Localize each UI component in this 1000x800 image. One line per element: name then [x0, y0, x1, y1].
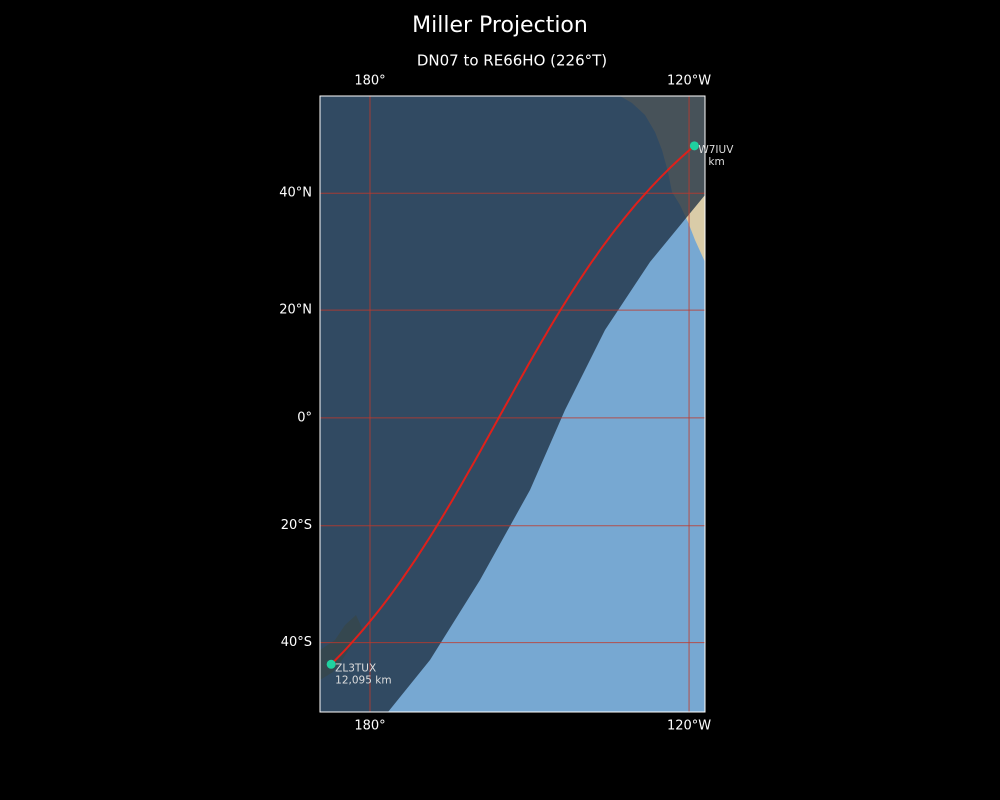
great-circle-path — [330, 145, 696, 666]
station-sublabel: km — [708, 156, 724, 168]
lat-tick-label: 20°S — [281, 518, 312, 533]
lat-tick-label: 0° — [297, 410, 312, 425]
station-sublabel: 12,095 km — [335, 674, 391, 686]
map-frame — [319, 95, 706, 713]
lon-tick-label: 180° — [354, 74, 385, 89]
lat-tick-label: 40°N — [279, 186, 312, 201]
station-marker — [689, 141, 699, 151]
lat-tick-label: 40°S — [281, 635, 312, 650]
station-label: ZL3TUX — [335, 662, 376, 674]
lon-tick-label: 180° — [354, 718, 385, 733]
lon-tick-label: 120°W — [667, 718, 711, 733]
title: Miller Projection — [412, 13, 588, 38]
map-body — [320, 96, 705, 712]
station-marker — [326, 659, 336, 669]
station-label: W7IUV — [698, 144, 734, 156]
lat-tick-label: 20°N — [279, 303, 312, 318]
subtitle: DN07 to RE66HO (226°T) — [417, 52, 607, 70]
lon-tick-label: 120°W — [667, 74, 711, 89]
